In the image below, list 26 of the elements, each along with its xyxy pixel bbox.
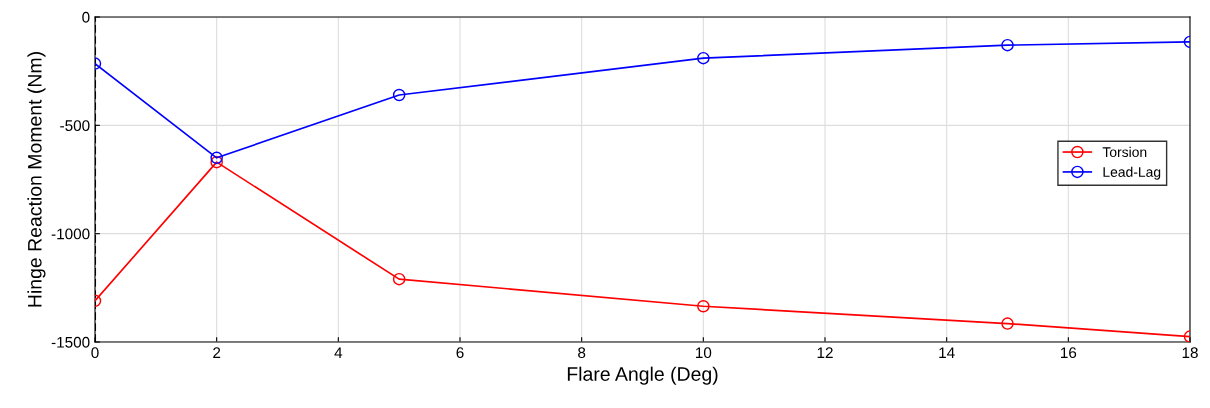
- point: [697, 51, 710, 65]
- legend-label: Lead-Lag: [1103, 166, 1161, 180]
- point: [392, 272, 406, 286]
- point: [1001, 317, 1014, 330]
- point: [210, 155, 223, 169]
- x-tick-label: 2: [213, 347, 221, 358]
- x-tick-label: 8: [578, 347, 586, 359]
- x-tick-label: 12: [817, 347, 833, 358]
- y-tick-label: -1000: [51, 228, 90, 240]
- legend-label: Torsion: [1102, 146, 1147, 158]
- x-tick-label: 14: [939, 347, 955, 358]
- x-tick-label: 0: [91, 347, 99, 359]
- point: [392, 88, 406, 102]
- x-tick-label: 16: [1061, 347, 1077, 359]
- x-tick-label: 10: [696, 347, 712, 359]
- y-axis-title: Hinge Reaction Moment (Nm): [27, 52, 46, 307]
- x-tick-label: 18: [1182, 347, 1198, 359]
- x-axis-title: Flare Angle (Deg): [567, 366, 718, 385]
- y-tick-label: 0: [82, 11, 90, 23]
- point: [697, 299, 710, 313]
- point: [1001, 38, 1014, 52]
- x-tick-label: 4: [334, 347, 343, 358]
- x-tick-label: 6: [456, 347, 464, 359]
- y-tick-label: -500: [60, 120, 90, 132]
- point: [210, 151, 223, 165]
- y-tick-label: -1500: [51, 336, 90, 348]
